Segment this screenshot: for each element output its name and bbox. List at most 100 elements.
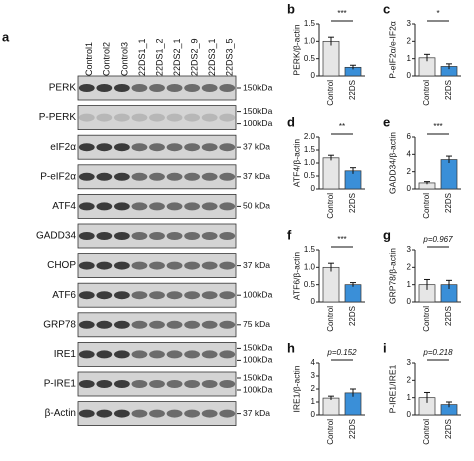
band — [201, 291, 218, 300]
blot-strip — [77, 105, 237, 130]
band — [201, 409, 218, 418]
panel-label: c — [383, 1, 390, 16]
band — [184, 380, 201, 388]
band — [113, 320, 130, 329]
size-marker: 75 kDa — [243, 319, 270, 329]
band — [219, 202, 236, 211]
size-marker: 150kDa — [243, 372, 273, 382]
lane-label: 22DS1_2 — [154, 38, 164, 76]
panel-label: f — [287, 227, 292, 242]
band — [131, 261, 148, 270]
row-label: GADD34 — [36, 231, 76, 242]
band — [201, 113, 218, 122]
band — [166, 172, 183, 181]
band — [149, 232, 165, 240]
band — [166, 84, 183, 92]
band — [201, 143, 218, 152]
y-axis-label: IRE1/β-actin — [291, 365, 301, 412]
band — [96, 202, 113, 211]
band — [201, 172, 218, 181]
size-marker: 37 kDa — [243, 171, 270, 181]
x-tick-label: Control — [422, 419, 431, 445]
band — [184, 172, 201, 181]
band — [166, 232, 183, 240]
band — [149, 143, 165, 152]
band — [113, 172, 130, 181]
band — [149, 113, 165, 122]
band — [219, 232, 236, 240]
y-tick-label: 3 — [311, 371, 316, 380]
band — [131, 320, 148, 329]
bar — [322, 266, 340, 303]
lane-label: 22DS2_9 — [189, 38, 199, 76]
y-tick-label: 1 — [407, 54, 412, 63]
size-marker: 37 kDa — [243, 141, 270, 151]
band — [78, 113, 95, 122]
band — [166, 113, 183, 122]
band — [78, 291, 95, 300]
band — [113, 232, 130, 240]
significance: *** — [337, 235, 346, 244]
row-label: β-Actin — [45, 408, 76, 419]
y-tick-label: 0 — [407, 410, 412, 419]
x-tick-label: 22DS — [444, 306, 453, 326]
band — [96, 143, 113, 152]
band — [131, 84, 148, 92]
y-tick-label: 1 — [407, 280, 412, 289]
size-marker: 37 kDa — [243, 408, 270, 418]
x-tick-label: Control — [326, 80, 335, 106]
band — [166, 291, 183, 300]
y-tick-label: 0 — [311, 71, 316, 80]
panel-label: e — [383, 114, 390, 129]
band — [113, 84, 130, 92]
x-tick-label: Control — [326, 193, 335, 219]
y-tick-label: 3 — [407, 19, 412, 28]
band — [149, 202, 165, 211]
band — [113, 409, 130, 418]
band — [78, 409, 95, 418]
band — [96, 172, 113, 181]
significance: *** — [433, 122, 442, 131]
band — [184, 202, 201, 211]
band — [131, 172, 148, 181]
band — [113, 261, 130, 270]
band — [96, 409, 113, 418]
band — [149, 291, 165, 300]
band — [219, 261, 236, 270]
y-tick-label: 1.5 — [304, 145, 316, 154]
band — [184, 232, 201, 240]
row-label: ATF6 — [52, 290, 76, 301]
band — [78, 143, 95, 152]
y-axis-label: P-eIF2α/e-IF2α — [387, 21, 397, 79]
band — [184, 291, 201, 300]
band — [219, 320, 236, 329]
band — [113, 380, 130, 388]
band — [96, 350, 113, 359]
panel-label: a — [2, 29, 10, 44]
x-tick-label: Control — [422, 80, 431, 106]
band — [201, 380, 218, 388]
size-marker: 100kDa — [243, 118, 273, 128]
band — [166, 261, 183, 270]
band — [219, 380, 236, 388]
band — [184, 261, 201, 270]
x-tick-label: Control — [326, 419, 335, 445]
row-label: eIF2α — [50, 142, 76, 153]
y-axis-label: ATF4/β-actin — [291, 139, 301, 187]
y-tick-label: 2 — [311, 384, 316, 393]
band — [166, 409, 183, 418]
significance: p=0.967 — [422, 235, 453, 244]
band — [201, 84, 218, 92]
band — [219, 350, 236, 359]
row-label: P-PERK — [39, 112, 77, 123]
band — [78, 261, 95, 270]
x-tick-label: 22DS — [348, 306, 357, 326]
y-tick-label: 1.0 — [304, 262, 316, 271]
y-tick-label: 1.5 — [304, 19, 316, 28]
band — [219, 172, 236, 181]
band — [131, 232, 148, 240]
band — [149, 320, 165, 329]
lane-label: Control2 — [102, 42, 112, 76]
x-tick-label: 22DS — [348, 193, 357, 213]
band — [201, 261, 218, 270]
